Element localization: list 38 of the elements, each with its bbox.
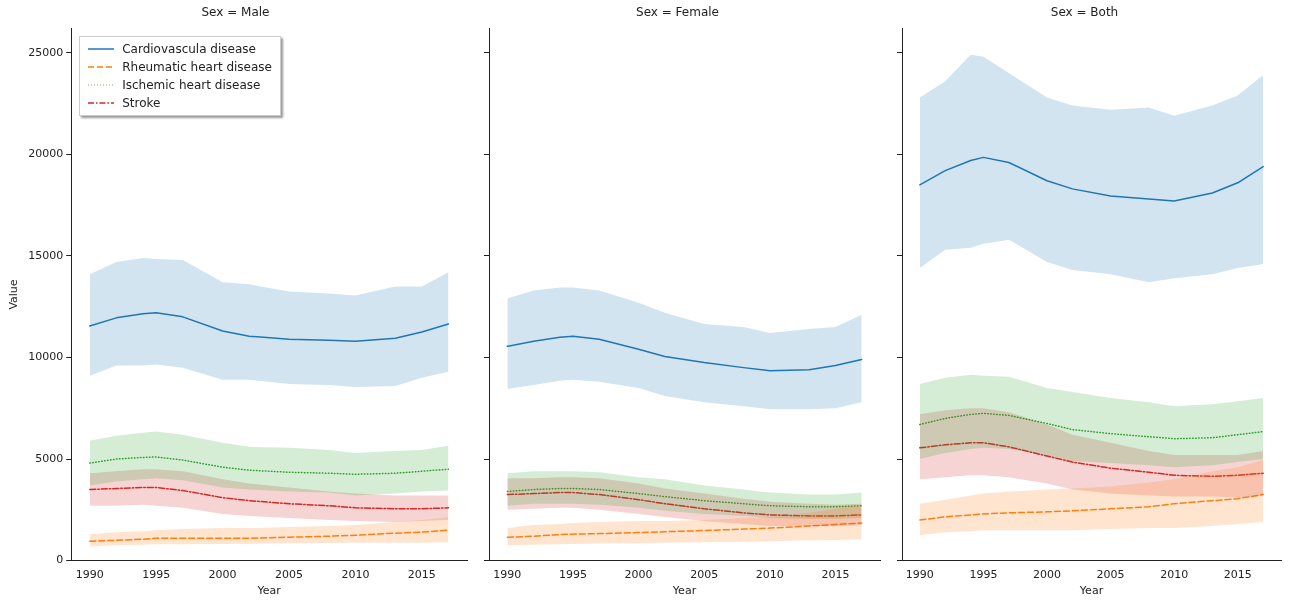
chart-title: Sex = Male — [201, 5, 270, 20]
x-tick-label: 2015 — [821, 568, 850, 582]
y-tick-label: 20000 — [28, 147, 64, 161]
x-axis-title: Year — [671, 584, 697, 598]
x-tick-label: 1995 — [142, 568, 171, 582]
x-tick-label: 1995 — [558, 568, 587, 582]
x-tick-label: 2010 — [341, 568, 370, 582]
legend-label: Stroke — [122, 96, 161, 111]
x-tick-label: 1990 — [905, 568, 934, 582]
y-tick-label: 10000 — [28, 350, 64, 364]
line-series — [89, 529, 450, 543]
y-axis-title: Value — [7, 279, 21, 310]
line-series — [89, 486, 450, 510]
chart-title: Sex = Both — [1050, 5, 1119, 20]
legend-label: Ischemic heart disease — [122, 78, 261, 93]
chart-title: Sex = Female — [636, 5, 719, 20]
x-tick-label: 2000 — [1032, 568, 1061, 582]
y-tick-label: 0 — [56, 553, 64, 567]
line-series — [89, 456, 450, 476]
x-tick-label: 1995 — [969, 568, 998, 582]
y-tick-label: 5000 — [35, 451, 64, 465]
x-tick-label: 2000 — [208, 568, 237, 582]
x-tick-label: 2010 — [1160, 568, 1189, 582]
x-tick-label: 2005 — [690, 568, 719, 582]
legend-label: Cardiovascula disease — [122, 42, 256, 57]
x-tick-label: 2005 — [275, 568, 304, 582]
legend-label: Rheumatic heart disease — [122, 60, 272, 75]
x-tick-label: 1990 — [75, 568, 104, 582]
y-tick-label: 15000 — [28, 248, 64, 262]
x-tick-label: 2015 — [407, 568, 436, 582]
x-tick-label: 2015 — [1223, 568, 1252, 582]
x-tick-label: 2000 — [624, 568, 653, 582]
x-tick-label: 2010 — [755, 568, 784, 582]
x-tick-label: 1990 — [493, 568, 522, 582]
x-tick-label: 2005 — [1096, 568, 1125, 582]
x-axis-title: Year — [1078, 584, 1104, 598]
y-tick-label: 25000 — [28, 45, 64, 59]
x-axis-title: Year — [256, 584, 282, 598]
